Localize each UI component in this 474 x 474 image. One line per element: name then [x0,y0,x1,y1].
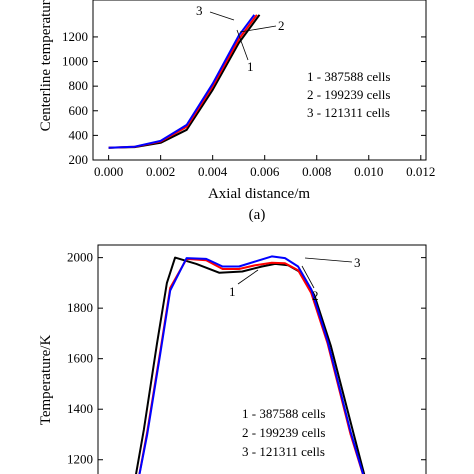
chart-b-plot-frame [97,244,427,474]
chart-b-legend-entry-2: 2 - 199239 cells [242,425,325,440]
chart-b-series-1-line [135,256,366,474]
chart-a-legend-entry-3: 3 - 121311 cells [307,105,390,120]
chart-b-series [135,255,366,474]
chart-a-curve-2-label: 2 [278,18,285,33]
chart-b-series-3-line [138,255,365,474]
chart-a-ticks [93,36,426,161]
chart-b: 1200 1400 1600 1800 2000 Temperature/K 1 - 3… [38,244,427,474]
chart-a-legend-entry-1: 1 - 387588 cells [307,69,390,84]
chart-b-y-tick-label: 1400 [67,401,93,416]
chart-a-y-tick-label: 800 [69,78,89,93]
chart-a-x-tick-label: 0.006 [250,164,280,179]
chart-a-x-tick-label: 0.012 [406,164,435,179]
chart-a-y-tick-labels: 200 400 600 800 1000 1200 [62,29,88,167]
chart-a-curve-1-label: 1 [247,59,254,74]
chart-b-curve-1-label: 1 [229,284,236,299]
chart-a-x-tick-label: 0.002 [146,164,175,179]
chart-a-x-tick-label: 0.000 [94,164,123,179]
chart-a-x-tick-labels: 0.000 0.002 0.004 0.006 0.008 0.010 0.012 [94,164,435,179]
chart-b-y-tick-labels: 1200 1400 1600 1800 2000 [67,250,93,467]
chart-b-y-axis-label: Temperature/K [38,335,54,426]
chart-b-curve-2-leader [301,265,315,289]
chart-a-curve-annotations: 1 2 3 [196,3,285,74]
chart-a-panel-label: (a) [249,207,266,223]
chart-a-series [108,14,261,149]
chart-a-x-tick-label: 0.010 [354,164,383,179]
chart-a-x-tick-label: 0.004 [198,164,228,179]
chart-a-series-3-line [108,14,256,149]
chart-a-x-tick-label: 0.008 [302,164,331,179]
chart-b-curve-annotations: 1 2 3 [229,255,361,303]
chart-a-y-tick-label: 1000 [62,54,88,69]
chart-b-y-tick-label: 1600 [67,351,93,366]
chart-a-x-axis-label: Axial distance/m [208,186,310,202]
chart-b-legend-entry-3: 3 - 121311 cells [242,444,325,459]
chart-b-series-2-line [138,257,364,474]
chart-a-y-tick-label: 200 [69,152,89,167]
chart-b-y-tick-label: 2000 [67,250,93,265]
chart-a-y-axis-label: Centerline temperature/K [38,0,54,131]
chart-a-curve-2-leader [239,25,277,33]
chart-a-y-tick-label: 600 [69,103,89,118]
chart-a-curve-1-leader [236,29,249,61]
chart-a-legend: 1 - 387588 cells 2 - 199239 cells 3 - 12… [307,69,390,120]
chart-a-y-tick-label: 400 [69,127,89,142]
chart-b-curve-3-leader [304,257,353,263]
chart-b-legend-entry-1: 1 - 387588 cells [242,406,325,421]
chart-a-plot-frame [92,0,427,161]
chart-b-y-tick-label: 1200 [67,452,93,467]
chart-b-legend: 1 - 387588 cells 2 - 199239 cells 3 - 12… [242,406,325,459]
chart-a-y-tick-label: 1200 [62,29,88,44]
chart-b-y-tick-label: 1800 [67,300,93,315]
chart-b-ticks [98,257,426,461]
chart-a-legend-entry-2: 2 - 199239 cells [307,87,390,102]
chart-b-curve-2-label: 2 [312,288,319,303]
chart-a-curve-3-leader [209,11,235,21]
chart-b-curve-1-leader [237,269,259,285]
chart-a-curve-3-label: 3 [196,3,203,18]
chart-b-curve-3-label: 3 [354,255,361,270]
